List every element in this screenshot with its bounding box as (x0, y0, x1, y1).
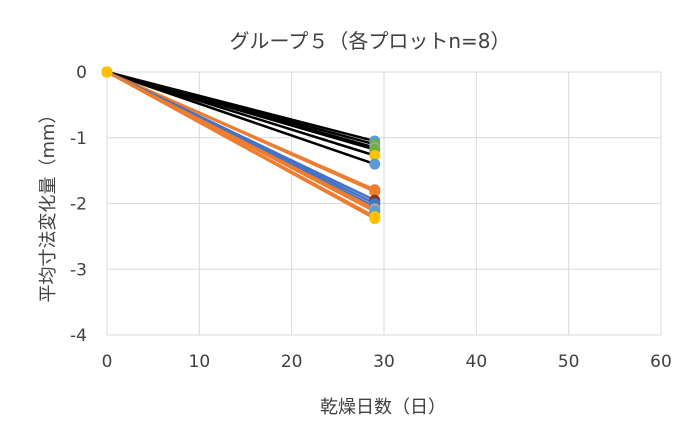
y-tick-label: -4 (70, 326, 87, 346)
data-series (105, 70, 377, 220)
series-line (105, 70, 377, 166)
data-point (101, 66, 113, 78)
x-axis-title: 乾燥日数（日） (320, 397, 446, 418)
gridlines (106, 71, 662, 336)
series-line (105, 70, 377, 220)
x-tick-label: 10 (189, 352, 211, 372)
x-tick-label: 30 (373, 352, 395, 372)
series-line (105, 70, 377, 193)
x-tick-label: 50 (558, 352, 580, 372)
data-point (369, 213, 381, 225)
series-line (105, 70, 377, 157)
x-tick-label: 40 (466, 352, 488, 372)
y-tick-label: -2 (70, 195, 87, 215)
data-markers (101, 66, 381, 225)
axes: 0 10 20 30 40 50 60 0 -1 -2 -3 -4 (70, 63, 672, 372)
x-tick-label: 20 (281, 352, 303, 372)
y-axis-title: 平均寸法変化量（mm） (38, 105, 59, 302)
x-tick-label: 60 (650, 352, 672, 372)
x-tick-label: 0 (102, 352, 113, 372)
chart-title: グループ５（各プロットn=8） (230, 29, 511, 53)
y-tick-label: 0 (76, 63, 87, 83)
y-tick-label: -1 (70, 129, 87, 149)
y-tick-label: -3 (70, 260, 87, 280)
data-point (369, 158, 381, 170)
